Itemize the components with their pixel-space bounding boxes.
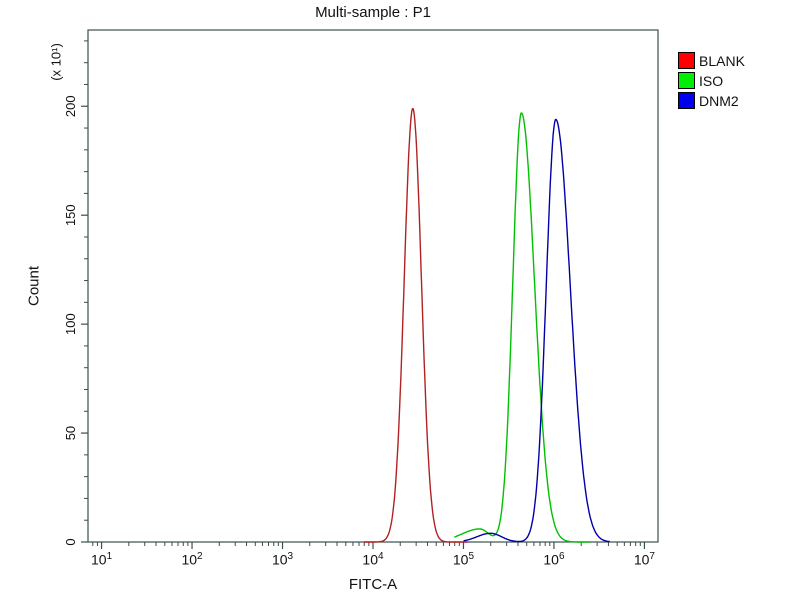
y-tick-label: 150: [63, 204, 78, 226]
series-curve-blank: [364, 108, 468, 543]
legend-item-dnm2: DNM2: [678, 92, 745, 109]
legend-label-dnm2: DNM2: [699, 92, 739, 109]
legend-swatch-dnm2: [678, 92, 695, 109]
x-tick-label: 104: [362, 551, 384, 568]
series-curve-iso: [454, 112, 590, 543]
x-tick-label: 105: [452, 551, 475, 568]
y-tick-label: 200: [63, 95, 78, 117]
x-tick-label: 101: [90, 551, 113, 568]
legend-swatch-blank: [678, 52, 695, 69]
legend-item-blank: BLANK: [678, 52, 745, 69]
y-tick-label: 50: [63, 426, 78, 440]
x-tick-label: 106: [543, 551, 565, 568]
x-axis-label: FITC-A: [348, 576, 398, 593]
legend-item-iso: ISO: [678, 72, 745, 89]
y-axis-label: Count: [25, 265, 43, 307]
x-tick-label: 103: [271, 551, 294, 568]
legend: BLANK ISO DNM2: [678, 52, 745, 112]
y-tick-label: 0: [63, 538, 78, 545]
plot-border: [87, 29, 659, 543]
legend-label-blank: BLANK: [699, 52, 745, 69]
y-axis-multiplier-label: (x 10¹): [48, 43, 64, 81]
x-tick-label: 102: [181, 551, 203, 568]
legend-swatch-iso: [678, 72, 695, 89]
legend-label-iso: ISO: [699, 72, 724, 89]
series-curve-dnm2: [463, 118, 610, 543]
chart-title: Multi-sample : P1: [315, 4, 431, 21]
y-tick-label: 100: [63, 313, 78, 335]
x-tick-label: 107: [633, 551, 655, 568]
